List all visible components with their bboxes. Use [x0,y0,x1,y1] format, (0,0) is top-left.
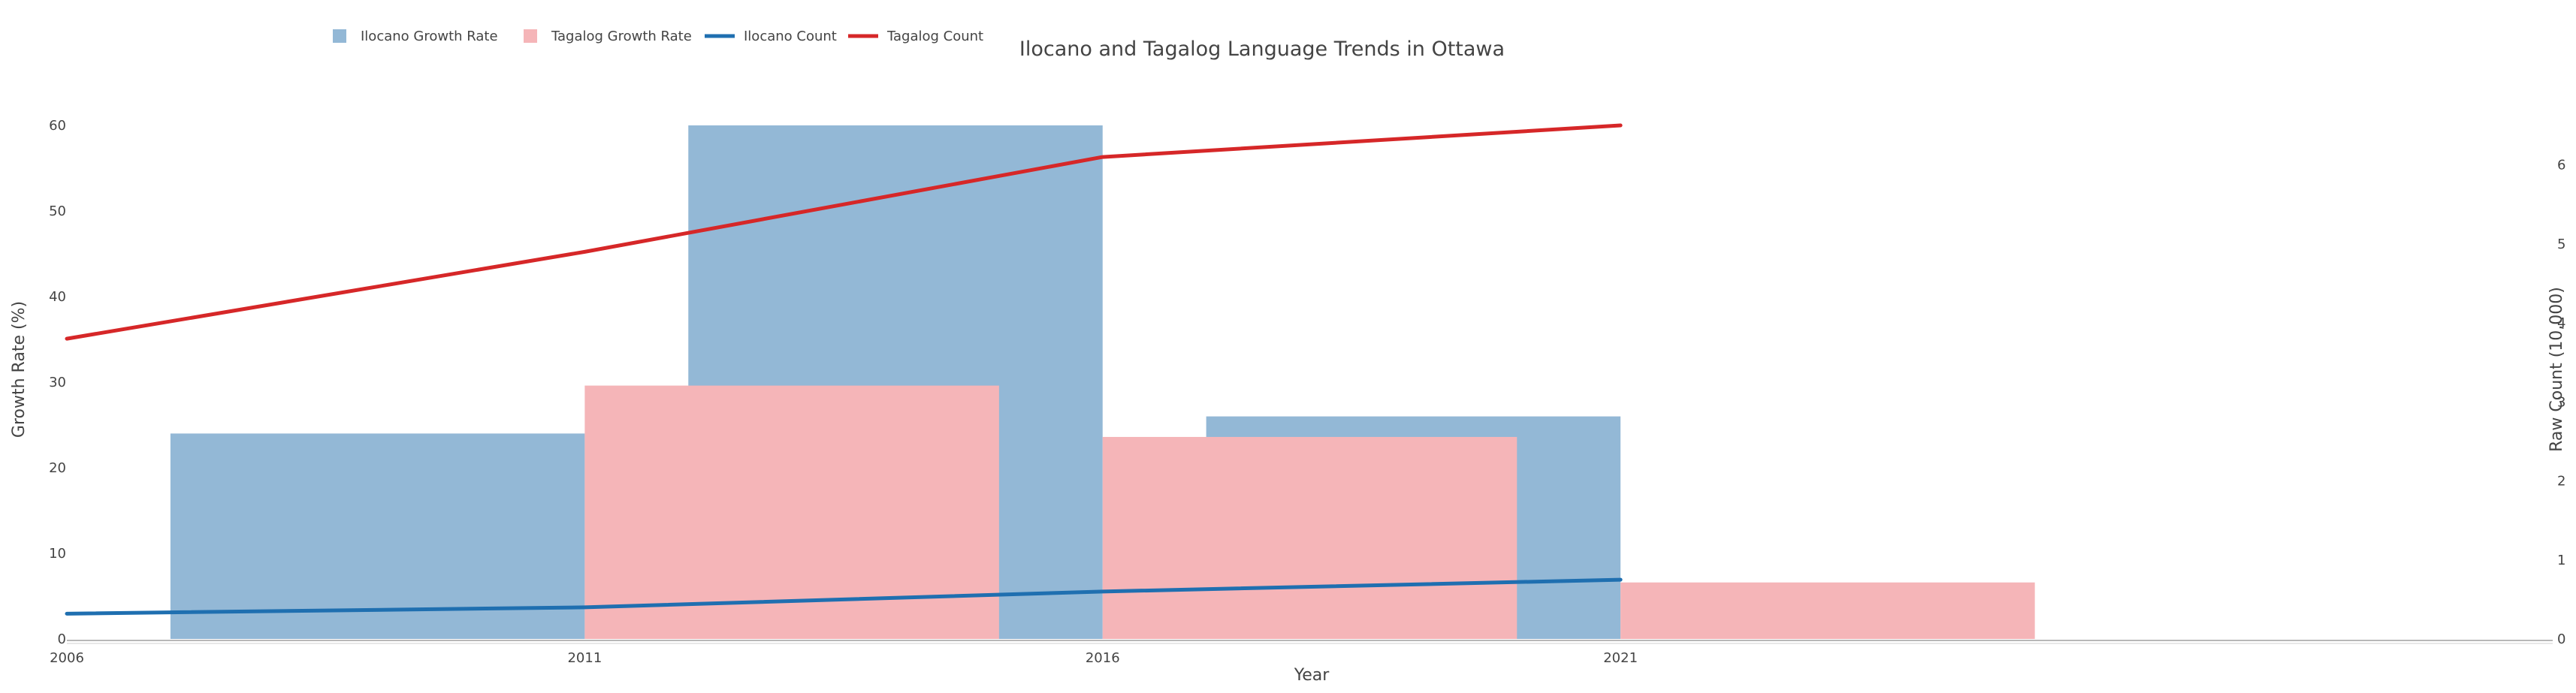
y2-tick-label-2: 2 [2557,474,2565,490]
bar-tagalog-growth-rate-2016 [1102,436,1518,639]
y2-tick-label-3: 3 [2557,394,2565,410]
x-tick-label-2021: 2021 [1603,650,1638,666]
y-tick-label-50: 50 [49,203,66,219]
chart-title: Ilocano and Tagalog Language Trends in O… [1019,38,1505,61]
x-tick-label-2011: 2011 [567,650,602,666]
line-layer [65,123,1623,616]
y-tick-label-0: 0 [58,631,66,647]
y2-tick-label-0: 0 [2557,631,2565,647]
y-tick-label-30: 30 [49,375,66,390]
y-tick-label-20: 20 [49,460,66,476]
y-tick-label-60: 60 [49,118,66,134]
legend-item-tagalog-count[interactable]: Tagalog Count [848,29,983,44]
y2-axis-title: Raw Count (10,000) [2547,287,2566,452]
axes: 2006 2011 2016 2021 0 10 20 30 40 50 60 0 1 2 3 4 5 6 [49,118,2565,666]
legend-item-ilocano-growth-rate[interactable]: Ilocano Growth Rate [333,29,498,44]
legend: Ilocano Growth Rate Tagalog Growth Rate Il… [333,29,983,44]
line-ilocano-count [65,577,1623,616]
x-tick-label-2006: 2006 [50,650,84,666]
y2-tick-label-1: 1 [2557,553,2565,568]
y2-tick-label-4: 4 [2557,315,2565,331]
line-tagalog-count [65,123,1623,341]
legend-label: Ilocano Count [744,29,837,44]
legend-item-tagalog-growth-rate[interactable]: Tagalog Growth Rate [524,29,692,44]
bar-tagalog-growth-rate-2021 [1620,582,2035,639]
x-tick-label-2016: 2016 [1086,650,1120,666]
legend-swatch [333,29,346,43]
x-axis-title: Year [1294,666,1330,685]
bar-ilocano-growth-rate-2011 [170,433,585,639]
legend-label: Tagalog Count [886,29,983,44]
legend-swatch [524,29,537,43]
y2-tick-label-5: 5 [2557,237,2565,252]
legend-label: Ilocano Growth Rate [361,29,498,44]
y2-tick-label-6: 6 [2557,158,2565,173]
y-axis-title: Growth Rate (%) [10,301,29,438]
legend-item-ilocano-count[interactable]: Ilocano Count [705,29,837,44]
y-tick-label-40: 40 [49,289,66,305]
legend-label: Tagalog Growth Rate [551,29,692,44]
bar-layer [170,125,2035,639]
y-tick-label-10: 10 [49,546,66,562]
